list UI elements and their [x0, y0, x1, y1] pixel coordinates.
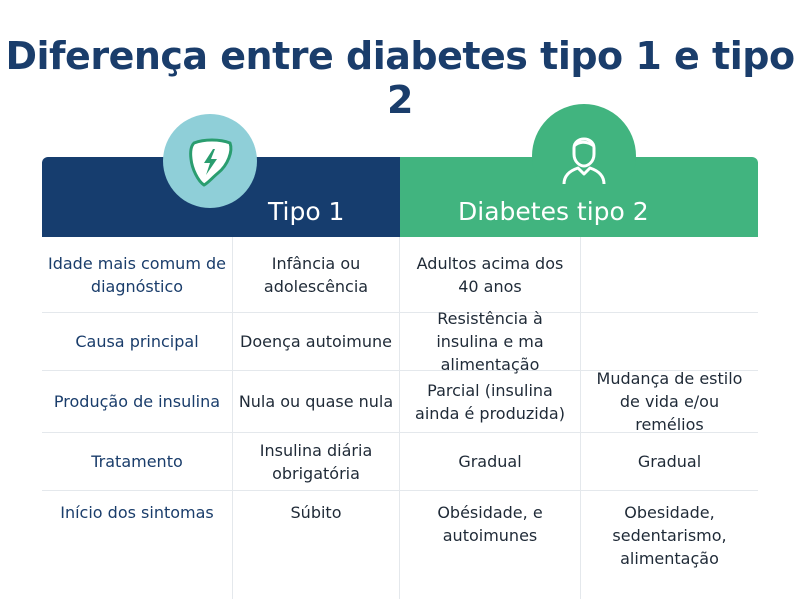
row-label-onset: Início dos sintomas — [42, 491, 233, 599]
comparison-table: Idade mais comum de diagnóstico Infância… — [42, 237, 758, 599]
cell-type1-onset: Súbito — [233, 491, 400, 599]
cell-type2-insulin: Parcial (insulina ainda é produzida) — [400, 371, 581, 433]
cell-extra-age — [581, 237, 758, 313]
cell-type1-insulin: Nula ou quase nula — [233, 371, 400, 433]
type1-icon-badge — [163, 114, 257, 208]
liver-lightning-icon — [189, 138, 233, 187]
row-label-insulin: Produção de insulina — [42, 371, 233, 433]
cell-type1-treatment: Insulina diária obrigatória — [233, 433, 400, 491]
header-type2-label: Diabetes tipo 2 — [458, 197, 649, 226]
row-label-cause: Causa principal — [42, 313, 233, 371]
header-type1-label: Tipo 1 — [268, 197, 345, 226]
type2-icon-badge — [532, 104, 636, 208]
cell-type1-age: Infância ou adolescência — [233, 237, 400, 313]
person-icon — [562, 137, 606, 185]
row-label-treatment: Tratamento — [42, 433, 233, 491]
cell-type1-cause: Doença autoimune — [233, 313, 400, 371]
cell-extra-insulin: Mudança de estilo de vida e/ou remélios — [581, 369, 758, 434]
cell-extra-cause — [581, 313, 758, 371]
cell-type2-onset: Obésidade, e autoimunes — [400, 491, 581, 599]
cell-type2-cause: Resistência à insulina e ma alimentação — [400, 309, 581, 374]
row-label-age: Idade mais comum de diagnóstico — [42, 237, 233, 313]
cell-type2-treatment: Gradual — [400, 433, 581, 491]
cell-type2-age: Adultos acima dos 40 anos — [400, 237, 581, 313]
page-title: Diferença entre diabetes tipo 1 e tipo 2 — [5, 34, 795, 122]
cell-extra-onset: Obesidade, sedentarismo, alimentação — [612, 503, 727, 568]
cell-extra-treatment: Gradual — [581, 433, 758, 491]
